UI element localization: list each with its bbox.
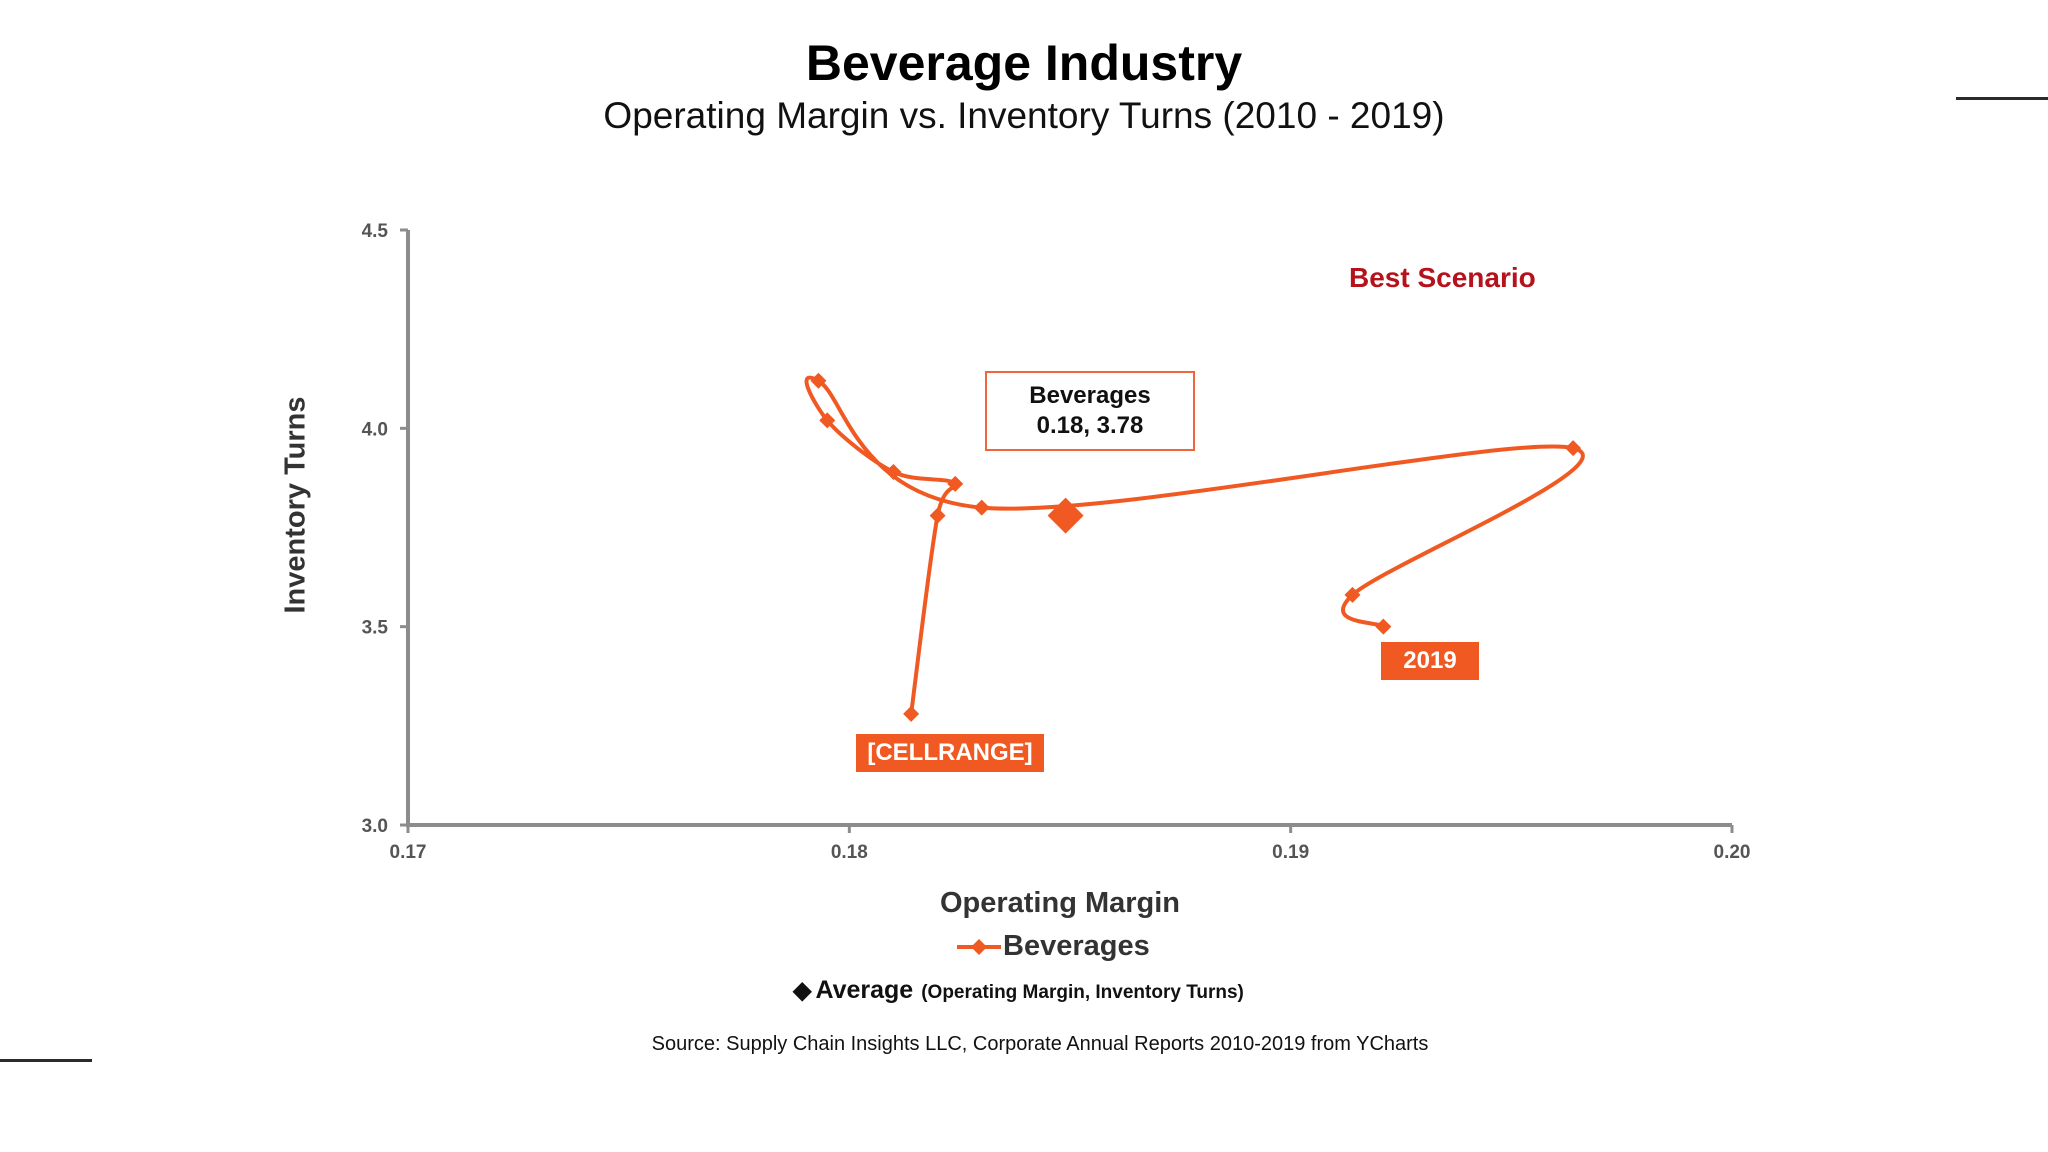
tick-labels: 0.17 0.18 0.19 0.20 3.0 3.5 4.0 4.5: [362, 221, 1751, 863]
data-points: [810, 372, 1582, 722]
data-point: [885, 463, 902, 480]
legend-item-beverages: Beverages: [955, 930, 1150, 963]
data-point: [947, 475, 964, 492]
decorative-line-top-right: [1956, 97, 2048, 100]
data-point: [1375, 618, 1392, 635]
data-point: [903, 705, 920, 722]
data-point: [973, 499, 990, 516]
best-scenario-label: Best Scenario: [1349, 262, 1536, 293]
x-tick-label: 0.19: [1272, 842, 1309, 863]
data-point: [929, 507, 946, 524]
y-tick-label: 4.5: [362, 221, 389, 242]
average-label-box: Beverages 0.18, 3.78: [985, 371, 1195, 451]
legend-average-note: (Operating Margin, Inventory Turns): [921, 982, 1244, 1003]
diamond-icon: ◆: [793, 977, 812, 1004]
average-label-value: 0.18, 3.78: [1036, 412, 1144, 439]
decorative-line-bottom-left: [0, 1059, 92, 1062]
y-axis-label: Inventory Turns: [279, 396, 312, 614]
y-tick-label: 3.0: [362, 816, 388, 837]
data-point: [819, 412, 836, 429]
axes: [400, 228, 1734, 833]
data-point: [1565, 440, 1582, 457]
start-year-tag: [CELLRANGE]: [856, 734, 1044, 772]
legend-item-average: ◆ Average (Operating Margin, Inventory T…: [793, 976, 1244, 1005]
source-note: Source: Supply Chain Insights LLC, Corpo…: [651, 1033, 1429, 1055]
x-tick-label: 0.18: [831, 842, 868, 863]
data-point: [1344, 586, 1361, 603]
x-axis-label: Operating Margin: [939, 887, 1181, 919]
y-tick-label: 3.5: [362, 618, 389, 639]
average-point: [1047, 497, 1084, 534]
y-tick-label: 4.0: [362, 419, 388, 440]
data-point: [810, 372, 827, 389]
chart-title: Beverage Industry: [805, 35, 1243, 91]
x-tick-label: 0.17: [390, 842, 427, 863]
end-year-tag: 2019: [1381, 642, 1479, 680]
average-label-title: Beverages: [1029, 382, 1151, 409]
chart-subtitle: Operating Margin vs. Inventory Turns (20…: [603, 95, 1445, 136]
legend-series-label: Beverages: [1003, 930, 1150, 962]
legend-marker-icon: [957, 938, 1001, 955]
x-tick-label: 0.20: [1714, 842, 1751, 863]
legend-average-label: Average: [815, 976, 914, 1004]
